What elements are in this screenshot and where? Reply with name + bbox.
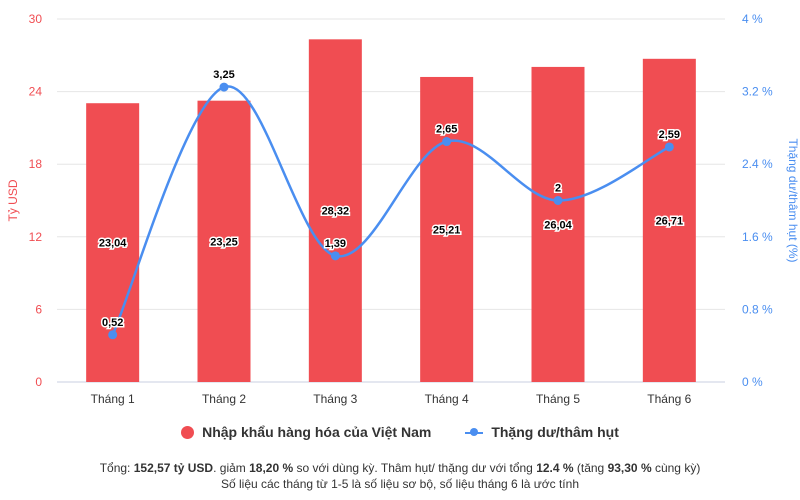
legend-item-imports[interactable]: Nhập khẩu hàng hóa của Việt Nam bbox=[181, 424, 431, 440]
legend-line-swatch bbox=[465, 426, 484, 439]
y-right-axis-title: Thặng dư/thâm hụt (%) bbox=[786, 138, 800, 262]
footer-note-line: Số liệu các tháng từ 1-5 là số liệu sơ b… bbox=[220, 477, 579, 491]
x-tick-label: Tháng 2 bbox=[202, 392, 246, 406]
line-data-label: 0,52 bbox=[102, 317, 123, 329]
y-left-tick-label: 12 bbox=[29, 230, 43, 244]
bar-data-label: 25,21 bbox=[433, 224, 461, 236]
y-left-tick-label: 6 bbox=[35, 302, 42, 316]
x-tick-label: Tháng 1 bbox=[91, 392, 135, 406]
line-data-label: 2,65 bbox=[436, 124, 457, 136]
line-point bbox=[553, 196, 563, 205]
bar bbox=[308, 39, 362, 382]
bar bbox=[197, 100, 251, 383]
y-right-tick-label: 1.6 % bbox=[742, 230, 773, 244]
bar-data-label: 26,04 bbox=[544, 219, 572, 231]
bar-data-label: 26,71 bbox=[656, 215, 684, 227]
line-data-label: 2 bbox=[555, 183, 561, 195]
x-tick-label: Tháng 5 bbox=[536, 392, 580, 406]
chart-footer: Tổng: 152,57 tỷ USD. giảm 18,20 % so với… bbox=[0, 460, 800, 492]
x-tick-label: Tháng 3 bbox=[313, 392, 357, 406]
bar bbox=[420, 76, 474, 383]
legend-bar-swatch bbox=[181, 425, 195, 439]
y-right-tick-label: 4 % bbox=[742, 12, 763, 26]
combo-chart: 0 6 12 18 24 30 0 % 0.8 % 1.6 % 2.4 % 3.2 % 4 % Tỷ U… bbox=[6, 12, 800, 406]
chart-legend: Nhập khẩu hàng hóa của Việt Nam Thặng dư… bbox=[0, 424, 800, 440]
legend-label-imports: Nhập khẩu hàng hóa của Việt Nam bbox=[202, 424, 432, 440]
bar-data-label: 28,32 bbox=[322, 206, 350, 218]
bar-data-label: 23,25 bbox=[210, 236, 238, 248]
line-data-label: 2,59 bbox=[659, 129, 680, 141]
y-left-axis-title: Tỷ USD bbox=[6, 179, 20, 221]
legend-item-surplus[interactable]: Thặng dư/thâm hụt bbox=[465, 424, 619, 440]
x-tick-label: Tháng 6 bbox=[647, 392, 691, 406]
line-data-label: 3,25 bbox=[213, 69, 234, 81]
footer-summary-line: Tổng: 152,57 tỷ USD. giảm 18,20 % so với… bbox=[99, 461, 701, 475]
y-left-tick-label: 0 bbox=[35, 375, 42, 389]
y-right-tick-label: 0.8 % bbox=[742, 302, 773, 316]
line-series bbox=[111, 85, 670, 336]
line-point bbox=[664, 142, 674, 152]
bar bbox=[531, 66, 585, 382]
line-point bbox=[330, 251, 340, 261]
bar-data-label: 23,04 bbox=[99, 238, 127, 250]
line-point bbox=[108, 330, 118, 340]
line-data-label: 1,39 bbox=[325, 238, 346, 250]
y-right-tick-label: 3.2 % bbox=[742, 85, 773, 99]
y-left-tick-label: 30 bbox=[29, 12, 43, 26]
y-right-tick-label: 2.4 % bbox=[742, 157, 773, 171]
line-point bbox=[442, 137, 452, 147]
line-point bbox=[219, 82, 229, 92]
bar bbox=[642, 58, 696, 383]
y-right-tick-label: 0 % bbox=[742, 375, 763, 389]
y-left-tick-label: 24 bbox=[29, 85, 43, 99]
y-left-tick-label: 18 bbox=[29, 157, 43, 171]
x-tick-label: Tháng 4 bbox=[425, 392, 469, 406]
legend-label-surplus: Thặng dư/thâm hụt bbox=[491, 424, 619, 440]
